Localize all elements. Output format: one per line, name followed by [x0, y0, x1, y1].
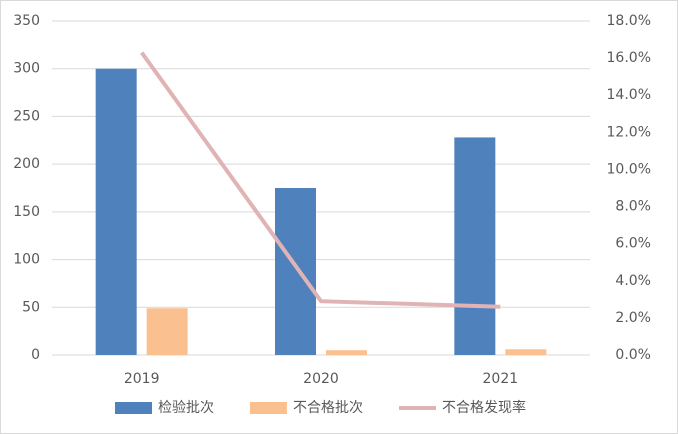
- y-tick-label: 350: [13, 13, 40, 29]
- y2-tick-label: 6.0%: [615, 236, 651, 252]
- legend-label: 检验批次: [158, 400, 214, 416]
- y-tick-label: 250: [13, 108, 40, 124]
- y-tick-label: 0: [31, 347, 40, 363]
- legend-swatch: [115, 402, 152, 414]
- y2-tick-label: 16.0%: [607, 50, 651, 66]
- line: [140, 51, 501, 309]
- y2-tick-label: 4.0%: [615, 273, 651, 289]
- bar: [95, 68, 137, 355]
- y2-tick-label: 12.0%: [607, 124, 651, 140]
- y2-tick-label: 10.0%: [607, 161, 651, 177]
- bar: [326, 350, 367, 355]
- y-tick-label: 100: [13, 252, 40, 268]
- legend-swatch: [250, 402, 287, 414]
- y2-tick-label: 8.0%: [615, 199, 651, 215]
- y2-tick-label: 0.0%: [615, 347, 651, 363]
- y-tick-label: 300: [13, 61, 40, 77]
- x-tick-label: 2019: [124, 371, 160, 387]
- x-tick-label: 2020: [303, 371, 339, 387]
- y-tick-label: 150: [13, 204, 40, 220]
- y2-tick-label: 2.0%: [615, 310, 651, 326]
- bar: [505, 349, 547, 355]
- y-tick-label: 50: [22, 299, 40, 315]
- y2-tick-label: 18.0%: [607, 13, 651, 29]
- y-tick-label: 200: [13, 156, 40, 172]
- legend-label: 不合格发现率: [442, 399, 526, 416]
- bar: [275, 188, 316, 355]
- y2-tick-label: 14.0%: [607, 87, 651, 103]
- bar: [454, 137, 496, 355]
- bar: [146, 308, 188, 355]
- legend-label: 不合格批次: [293, 400, 363, 416]
- x-tick-label: 2021: [483, 371, 519, 387]
